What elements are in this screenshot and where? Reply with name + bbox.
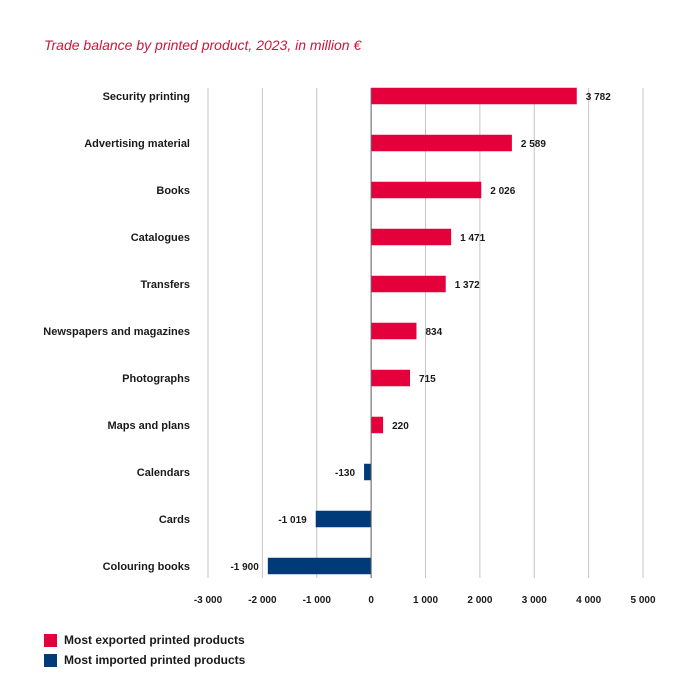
category-label: Cards [159, 514, 190, 526]
x-tick-label: 5 000 [630, 595, 655, 606]
x-tick-label: 1 000 [413, 595, 438, 606]
data-label: -1 900 [230, 562, 259, 573]
chart-title: Trade balance by printed product, 2023, … [44, 37, 362, 53]
data-label: 220 [392, 421, 409, 432]
legend-label-exported: Most exported printed products [64, 633, 245, 647]
chart-legend: Most exported printed products Most impo… [44, 630, 245, 670]
category-label: Photographs [122, 373, 190, 385]
data-label: 1 471 [460, 233, 485, 244]
category-label: Catalogues [131, 232, 190, 244]
data-label: 1 372 [455, 280, 480, 291]
category-label: Security printing [103, 91, 190, 103]
category-label: Advertising material [84, 138, 190, 150]
legend-label-imported: Most imported printed products [64, 653, 246, 667]
category-label: Calendars [137, 467, 190, 479]
category-label: Colouring books [103, 561, 190, 573]
bar [371, 416, 384, 434]
bar [364, 463, 372, 481]
legend-swatch-exported [44, 633, 57, 647]
bar [371, 275, 446, 293]
bar [371, 87, 577, 105]
data-label: 2 026 [490, 186, 515, 197]
data-label: 715 [419, 374, 436, 385]
category-label: Maps and plans [107, 420, 190, 432]
x-tick-label: 3 000 [522, 595, 547, 606]
bar [371, 181, 482, 199]
x-tick-label: -3 000 [194, 595, 223, 606]
bar [371, 134, 512, 152]
x-tick-label: -2 000 [248, 595, 277, 606]
legend-item-exported: Most exported printed products [44, 630, 245, 650]
data-label: -130 [335, 468, 355, 479]
bar [371, 322, 417, 340]
bar [267, 557, 372, 575]
legend-swatch-imported [44, 653, 57, 667]
data-label: 2 589 [521, 139, 546, 150]
data-label: -1 019 [278, 515, 307, 526]
category-label: Books [156, 185, 190, 197]
category-label: Newspapers and magazines [43, 326, 190, 338]
bar [371, 228, 452, 246]
bar [315, 510, 372, 528]
x-tick-label: 2 000 [467, 595, 492, 606]
data-label: 3 782 [586, 92, 611, 103]
x-tick-label: 4 000 [576, 595, 601, 606]
x-tick-label: 0 [368, 595, 374, 606]
data-label: 834 [425, 327, 442, 338]
legend-item-imported: Most imported printed products [44, 650, 245, 670]
bar [371, 369, 411, 387]
category-label: Transfers [140, 279, 190, 291]
x-tick-label: -1 000 [303, 595, 332, 606]
